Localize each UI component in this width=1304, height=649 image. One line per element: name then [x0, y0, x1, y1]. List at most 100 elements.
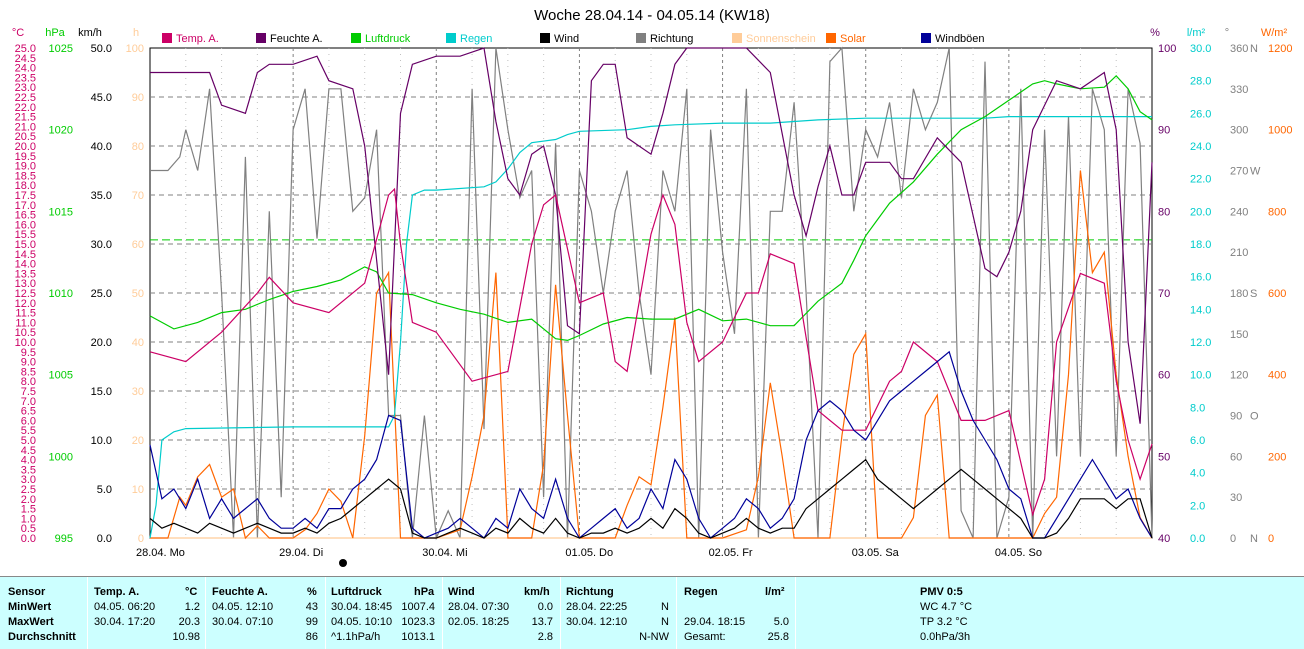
tick-label-temp: 6.0 — [21, 415, 36, 427]
druck-avg-val: 1013.1 — [401, 631, 435, 643]
legend-swatch — [921, 33, 931, 43]
tick-label-h: 90 — [132, 92, 144, 104]
tick-label-deg: 30 — [1230, 492, 1242, 504]
tick-label-rain: 26.0 — [1190, 108, 1211, 120]
tick-label-temp: 6.5 — [21, 406, 36, 418]
tick-label-temp: 25.0 — [15, 43, 36, 55]
x-tick-label: 03.05. Sa — [852, 547, 900, 559]
hdr-temp: Temp. A. — [94, 586, 140, 598]
tick-label-rain: 24.0 — [1190, 141, 1211, 153]
tick-label-hpa: 1000 — [49, 451, 73, 463]
tick-label-h: 80 — [132, 141, 144, 153]
compass-label: N — [1250, 43, 1258, 55]
tick-label-deg: 270 — [1230, 166, 1248, 178]
wind-max-val: 13.7 — [531, 616, 553, 628]
tick-label-temp: 24.0 — [15, 63, 36, 75]
row-label-max: MaxWert — [8, 616, 54, 628]
tick-label-rain: 12.0 — [1190, 337, 1211, 349]
tick-label-temp: 19.0 — [15, 161, 36, 173]
legend-label: Solar — [840, 33, 866, 45]
tick-label-temp: 17.5 — [15, 190, 36, 202]
tick-label-temp: 11.5 — [15, 308, 36, 320]
axis-unit-hpa: hPa — [45, 27, 65, 39]
tick-label-rain: 16.0 — [1190, 272, 1211, 284]
tick-label-pct: 50 — [1158, 451, 1170, 463]
tick-label-pct: 70 — [1158, 288, 1170, 300]
temp-max-val: 20.3 — [178, 616, 200, 628]
tick-label-temp: 9.0 — [21, 357, 36, 369]
tick-label-temp: 10.0 — [15, 337, 36, 349]
chart-title: Woche 28.04.14 - 04.05.14 (KW18) — [534, 7, 770, 24]
legend-label: Richtung — [650, 33, 693, 45]
tick-label-temp: 8.5 — [21, 366, 36, 378]
druck-min-val: 1007.4 — [401, 601, 435, 613]
tick-label-deg: 330 — [1230, 84, 1248, 96]
richt-max-time: 30.04. 12:10 — [566, 616, 628, 628]
tick-label-kmh: 0.0 — [97, 533, 112, 545]
tick-label-temp: 17.0 — [15, 200, 36, 212]
tick-label-kmh: 15.0 — [91, 386, 112, 398]
weather-chart: °C0.00.51.01.52.02.53.03.54.04.55.05.56.… — [12, 7, 1292, 567]
tick-label-temp: 10.5 — [15, 327, 36, 339]
legend-swatch — [540, 33, 550, 43]
tick-label-h: 0 — [138, 533, 144, 545]
tick-label-temp: 2.5 — [21, 484, 36, 496]
axis-unit-temp: °C — [12, 27, 24, 39]
tick-label-temp: 4.0 — [21, 455, 36, 467]
tick-label-wm2: 1000 — [1268, 125, 1292, 137]
feuchte-min-time: 04.05. 12:10 — [212, 601, 274, 613]
hdr-feuchte: Feuchte A. — [212, 586, 268, 598]
tick-label-kmh: 20.0 — [91, 337, 112, 349]
wind-avg-val: 2.8 — [537, 631, 553, 643]
series-line-wind — [149, 458, 1153, 539]
tick-label-deg: 210 — [1230, 247, 1248, 259]
x-tick-label: 01.05. Do — [565, 547, 613, 559]
regen-total-label: Gesamt: — [684, 631, 726, 643]
legend-swatch — [351, 33, 361, 43]
series-line-temp-a — [149, 187, 1153, 517]
tick-label-temp: 8.0 — [21, 376, 36, 388]
tick-label-hpa: 1005 — [49, 370, 73, 382]
compass-label: S — [1250, 288, 1257, 300]
axis-unit-h: h — [133, 27, 139, 39]
tick-label-deg: 0 — [1230, 533, 1236, 545]
wind-min-time: 28.04. 07:30 — [448, 601, 510, 613]
tick-label-temp: 5.0 — [21, 435, 36, 447]
pmv-trend: 0.0hPa/3h — [920, 631, 971, 643]
tick-label-pct: 90 — [1158, 125, 1170, 137]
axis-unit-deg: ° — [1225, 27, 1229, 39]
series-line-windböen — [149, 350, 1153, 539]
hdr-feuchte-unit: % — [307, 586, 317, 598]
tick-label-h: 70 — [132, 190, 144, 202]
druck-max-time: 04.05. 10:10 — [331, 616, 393, 628]
tick-label-hpa: 1015 — [49, 206, 73, 218]
tick-label-rain: 30.0 — [1190, 43, 1211, 55]
tick-label-wm2: 0 — [1268, 533, 1274, 545]
tick-label-kmh: 10.0 — [91, 435, 112, 447]
tick-label-h: 60 — [132, 239, 144, 251]
row-label-min: MinWert — [8, 601, 52, 613]
axis-unit-wm2: W/m² — [1261, 27, 1288, 39]
series-line-regen — [149, 115, 1152, 539]
tick-label-temp: 0.5 — [21, 523, 36, 535]
temp-max-time: 30.04. 17:20 — [94, 616, 156, 628]
tick-label-h: 50 — [132, 288, 144, 300]
tick-label-temp: 16.5 — [15, 210, 36, 222]
tick-label-temp: 23.0 — [15, 82, 36, 94]
tick-label-h: 100 — [126, 43, 144, 55]
druck-max-val: 1023.3 — [401, 616, 435, 628]
tick-label-temp: 22.5 — [15, 92, 36, 104]
tick-label-temp: 2.0 — [21, 494, 36, 506]
tick-label-rain: 0.0 — [1190, 533, 1205, 545]
now-marker — [339, 559, 347, 567]
x-tick-label: 02.05. Fr — [709, 547, 753, 559]
hdr-druck-unit: hPa — [414, 586, 435, 598]
tick-label-h: 20 — [132, 435, 144, 447]
legend-swatch — [162, 33, 172, 43]
tick-label-hpa: 1020 — [49, 125, 73, 137]
tick-label-pct: 100 — [1158, 43, 1176, 55]
tick-label-pct: 60 — [1158, 370, 1170, 382]
tick-label-kmh: 25.0 — [91, 288, 112, 300]
tick-label-temp: 4.5 — [21, 445, 36, 457]
tick-label-kmh: 45.0 — [91, 92, 112, 104]
